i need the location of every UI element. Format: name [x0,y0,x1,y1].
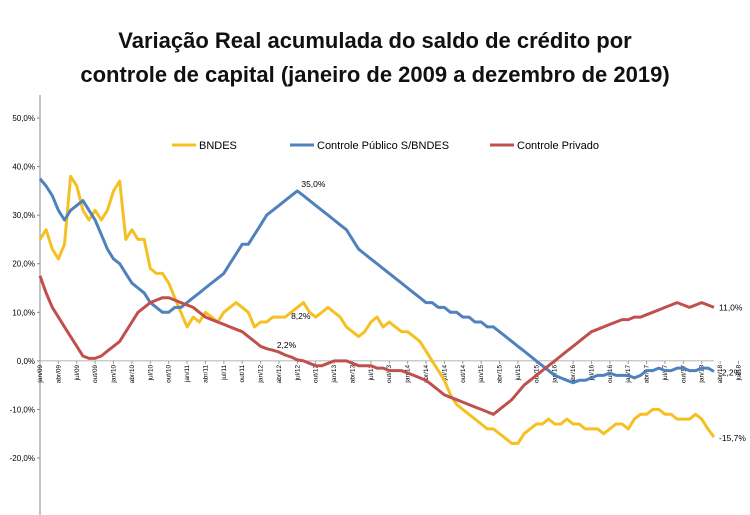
x-tick-label: jul/17 [662,364,669,381]
x-tick-label: abr/14 [423,364,430,383]
data-label: 2,2% [277,340,297,350]
y-tick-label: 40,0% [12,163,35,172]
chart-axes: 50,0% 40,0% 30,0% 20,0% 10,0% 0,0% -10,0% -20,0… [10,95,743,515]
data-annotations: 35,0% 8,2% 2,2% 11,0% -2,2% -15,7% [277,179,747,443]
x-tick-label: out/17 [680,364,687,382]
x-tick-label: out/10 [166,364,173,382]
x-tick-label: abr/17 [644,364,651,383]
x-tick-label: abr/11 [202,364,209,382]
data-label: 8,2% [291,311,311,321]
chart-legend: BNDES Controle Público S/BNDES Controle Pr… [172,140,599,152]
legend-label: Controle Público S/BNDES [317,140,449,152]
x-tick-label: jul/14 [441,364,448,381]
y-tick-label: -10,0% [10,405,35,414]
series-layer [38,174,716,445]
y-tick-label: 10,0% [12,308,35,317]
x-tick-label: out/09 [92,364,99,382]
x-tick-label: jan/10 [111,364,118,383]
x-tick-label: abr/18 [717,364,724,383]
x-tick-label: jul/18 [736,364,743,381]
x-tick-label: jul/11 [221,364,228,380]
y-tick-label: 50,0% [12,114,35,123]
series-line-1 [38,174,716,445]
x-tick-label: jan/18 [699,364,706,383]
x-tick-label: out/11 [239,364,246,382]
chart-title-line-2: controle de capital (janeiro de 2009 a d… [80,62,670,87]
legend-label: BNDES [199,140,237,152]
x-tick-label: jan/12 [258,364,265,383]
x-tick-label: abr/15 [497,364,504,383]
data-label: -15,7% [719,433,746,443]
x-tick-label: abr/12 [276,364,283,383]
x-tick-label: jul/10 [147,364,154,381]
x-tick-label: out/14 [460,364,467,382]
chart-title-line-1: Variação Real acumulada do saldo de créd… [118,28,632,53]
legend-label: Controle Privado [517,140,599,152]
x-tick-label: abr/16 [570,364,577,383]
x-tick-label: abr/13 [349,364,356,383]
data-label: 11,0% [719,302,743,312]
y-tick-label: 0,0% [17,357,35,366]
x-tick-label: jul/15 [515,364,522,381]
chart-title: Variação Real acumulada do saldo de créd… [0,24,750,92]
x-tick-label: jan/11 [184,364,191,383]
x-tick-label: out/12 [313,364,320,382]
x-tick-label: abr/09 [55,364,62,383]
y-tick-label: 30,0% [12,211,35,220]
x-tick-label: jul/09 [74,364,81,381]
x-tick-label: jul/12 [294,364,301,381]
x-tick-label: jul/13 [368,364,375,381]
data-label: -2,2% [719,368,742,378]
x-tick-label: jul/16 [588,364,595,381]
y-tick-label: 20,0% [12,260,35,269]
x-tick-label: abr/10 [129,364,136,383]
data-label: 35,0% [301,179,326,189]
x-tick-label: jan/09 [37,364,44,383]
x-tick-label: out/13 [386,364,393,382]
x-tick-label: jan/13 [331,364,338,383]
series-line-2 [38,177,715,385]
y-tick-label: -20,0% [10,454,35,463]
x-tick-label: jan/15 [478,364,485,383]
series-line-3 [38,275,715,416]
